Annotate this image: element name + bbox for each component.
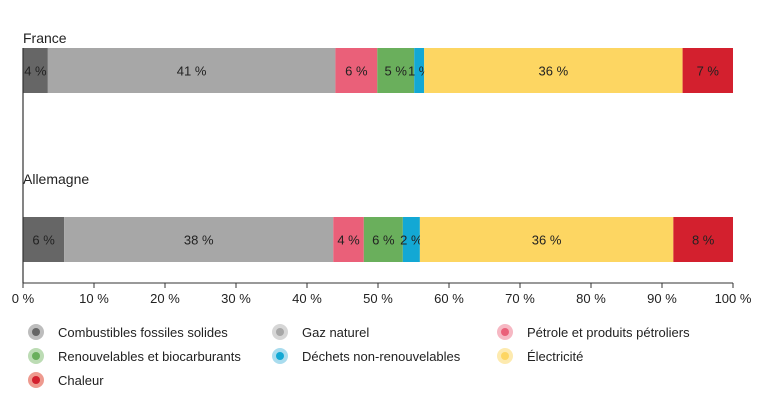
legend-swatch-icon <box>497 324 513 340</box>
legend-item-6: Chaleur <box>28 372 104 388</box>
legend-label: Pétrole et produits pétroliers <box>527 324 690 340</box>
category-label-allemagne: Allemagne <box>23 171 89 187</box>
bar-segment-france-5 <box>424 48 683 93</box>
data-label-allemagne-0: 6 % <box>32 233 55 248</box>
bar-segment-allemagne-0 <box>23 217 65 262</box>
bar-segment-allemagne-3 <box>363 217 403 262</box>
x-tick-label-40: 40 % <box>292 291 322 306</box>
data-label-france-6: 7 % <box>697 64 720 79</box>
legend-swatch-icon <box>272 324 288 340</box>
legend-swatch-icon <box>272 348 288 364</box>
legend-swatch-icon <box>28 324 44 340</box>
legend-label: Combustibles fossiles solides <box>58 324 228 340</box>
legend-swatch-icon <box>497 348 513 364</box>
data-label-allemagne-3: 6 % <box>372 233 395 248</box>
bar-segment-allemagne-1 <box>64 217 334 262</box>
legend-label: Électricité <box>527 348 584 364</box>
data-label-france-1: 41 % <box>177 64 207 79</box>
data-label-allemagne-4: 2 % <box>400 233 423 248</box>
bar-segment-france-0 <box>23 48 48 93</box>
x-tick-label-80: 80 % <box>576 291 606 306</box>
data-label-allemagne-6: 8 % <box>692 233 715 248</box>
data-label-allemagne-2: 4 % <box>337 233 360 248</box>
bar-segment-allemagne-2 <box>333 217 364 262</box>
data-label-france-5: 36 % <box>539 64 569 79</box>
legend-item-4: Déchets non-renouvelables <box>272 348 460 364</box>
bar-segment-france-6 <box>682 48 733 93</box>
legend-item-5: Électricité <box>497 348 583 364</box>
bar-segment-france-3 <box>377 48 415 93</box>
bar-segment-allemagne-6 <box>673 217 733 262</box>
x-tick-label-60: 60 % <box>434 291 464 306</box>
bar-segment-france-4 <box>414 48 425 93</box>
data-label-france-3: 5 % <box>385 64 408 79</box>
legend-label: Renouvelables et biocarburants <box>58 348 241 364</box>
legend-item-0: Combustibles fossiles solides <box>28 324 228 340</box>
x-tick-label-50: 50 % <box>363 291 393 306</box>
bar-segment-france-2 <box>335 48 378 93</box>
legend-item-1: Gaz naturel <box>272 324 369 340</box>
legend-item-3: Renouvelables et biocarburants <box>28 348 241 364</box>
bar-segment-allemagne-5 <box>419 217 674 262</box>
x-tick-label-70: 70 % <box>505 291 535 306</box>
x-tick-label-10: 10 % <box>79 291 109 306</box>
x-tick-label-30: 30 % <box>221 291 251 306</box>
data-label-allemagne-1: 38 % <box>184 233 214 248</box>
legend-label: Chaleur <box>58 372 104 388</box>
bar-segment-allemagne-4 <box>402 217 420 262</box>
bar-segment-france-1 <box>47 48 336 93</box>
legend-swatch-icon <box>28 348 44 364</box>
x-tick-label-100: 100 % <box>715 291 752 306</box>
x-tick-label-90: 90 % <box>647 291 677 306</box>
legend-label: Déchets non-renouvelables <box>302 348 461 364</box>
x-tick-label-0: 0 % <box>12 291 35 306</box>
data-label-allemagne-5: 36 % <box>532 233 562 248</box>
x-tick-label-20: 20 % <box>150 291 180 306</box>
category-label-france: France <box>23 30 67 46</box>
data-label-france-2: 6 % <box>345 64 368 79</box>
legend-item-2: Pétrole et produits pétroliers <box>497 324 690 340</box>
data-label-france-0: 4 % <box>24 64 47 79</box>
legend-swatch-icon <box>28 372 44 388</box>
legend-label: Gaz naturel <box>302 324 370 340</box>
